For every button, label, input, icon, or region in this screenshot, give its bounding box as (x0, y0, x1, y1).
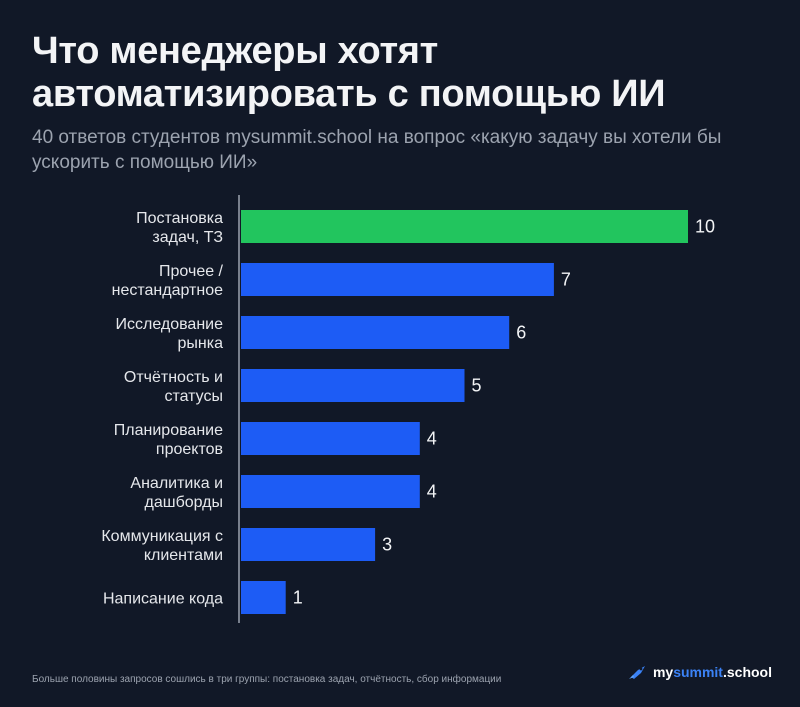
brand-logo: mysummit.school (628, 664, 772, 680)
value-label-4: 4 (427, 429, 437, 449)
brand-text-summit: summit (673, 664, 723, 680)
bar-5 (241, 475, 420, 508)
category-label-2-line-0: Исследование (115, 316, 223, 333)
category-label-3-line-0: Отчётность и (124, 369, 223, 386)
bar-2 (241, 316, 510, 349)
category-label-6-line-0: Коммуникация с (101, 528, 223, 545)
category-label-3-line-1: статусы (164, 388, 223, 405)
rocket-icon (628, 666, 645, 679)
category-label-3: Отчётность и статусы (124, 369, 223, 405)
category-label-0: Постановка задач, ТЗ (136, 210, 223, 246)
category-label-5: Аналитика и дашборды (130, 475, 223, 511)
category-label-7: Написание кода (103, 591, 223, 608)
brand-text-school: .school (722, 664, 772, 680)
category-label-2: Исследование рынка (115, 316, 223, 352)
category-label-0-line-1: задач, ТЗ (152, 229, 223, 246)
category-label-7-line-0: Написание кода (103, 591, 223, 608)
category-label-4: Планирование проектов (114, 422, 223, 458)
category-label-0-line-0: Постановка (136, 210, 223, 227)
bar-4 (241, 422, 420, 455)
category-label-1: Прочее / нестандартное (112, 263, 224, 299)
category-label-6-line-1: клиентами (144, 547, 223, 564)
value-label-2: 6 (516, 323, 526, 343)
value-label-0: 10 (695, 217, 715, 237)
category-label-5-line-0: Аналитика и (130, 475, 223, 492)
category-label-2-line-1: рынка (178, 335, 224, 352)
bar-7 (241, 581, 286, 614)
value-label-3: 5 (472, 376, 482, 396)
category-label-4-line-1: проектов (156, 441, 223, 458)
bar-6 (241, 528, 376, 561)
brand-text-my: my (652, 664, 674, 680)
value-label-5: 4 (427, 482, 437, 502)
bar-1 (241, 263, 554, 296)
bar-chart: 10 Постановка задач, ТЗ 7 Прочее / нестандарт… (101, 195, 715, 623)
footnote: Больше половины запросов сошлись в три г… (32, 674, 502, 685)
value-label-7: 1 (293, 588, 303, 608)
category-label-4-line-0: Планирование (114, 422, 223, 439)
value-label-1: 7 (561, 270, 571, 290)
chart-title: Что менеджеры хотят автоматизировать с п… (32, 30, 666, 115)
bar-3 (241, 369, 465, 402)
category-label-1-line-1: нестандартное (112, 282, 223, 299)
value-label-6: 3 (382, 535, 392, 555)
category-label-1-line-0: Прочее / (159, 263, 224, 280)
category-label-5-line-1: дашборды (145, 494, 224, 511)
chart-subtitle: 40 ответов студентов mysummit.school на … (32, 127, 722, 173)
bar-0 (241, 210, 688, 243)
category-label-6: Коммуникация с клиентами (101, 528, 223, 564)
